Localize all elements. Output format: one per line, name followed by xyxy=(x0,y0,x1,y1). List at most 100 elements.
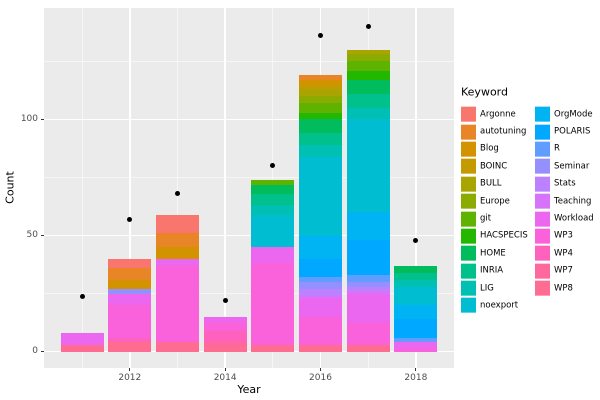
bar-segment-Seminar xyxy=(108,289,152,294)
legend-key-swatch xyxy=(461,141,476,157)
bar-segment-R xyxy=(394,337,438,343)
legend-key-swatch xyxy=(461,176,476,192)
bar-segment-Workload xyxy=(394,342,438,350)
count-point xyxy=(79,293,85,299)
legend-key-swatch xyxy=(461,159,476,175)
y-tick-label: 0 xyxy=(32,346,38,357)
bar-segment-Teaching xyxy=(346,291,390,294)
bar-segment-Workload xyxy=(251,247,295,264)
legend-key-swatch xyxy=(461,211,476,227)
bar-segment-Workload xyxy=(203,316,247,322)
legend-column: Argonne autotuning Blog BOINC BULL Europe git H… xyxy=(461,106,532,315)
bar-segment-WP4 xyxy=(203,330,247,343)
legend-key-swatch xyxy=(461,106,476,122)
bar-segment-git xyxy=(299,103,342,113)
bar-segment-autotuning xyxy=(299,75,342,80)
legend-item-label: Stats xyxy=(554,178,576,189)
legend-item: autotuning xyxy=(461,123,532,140)
bar-segment-Seminar xyxy=(346,282,390,287)
bar-segment-git xyxy=(251,179,295,185)
x-minor-gridline xyxy=(81,8,83,368)
plot-panel xyxy=(44,8,454,368)
legend-item-label: POLARIS xyxy=(554,126,591,137)
legend-key-swatch xyxy=(535,280,550,296)
bar-segment-noexport xyxy=(299,156,342,236)
legend-item: WP7 xyxy=(535,262,594,279)
y-major-gridline xyxy=(44,118,454,121)
x-tick-label: 2012 xyxy=(118,373,142,383)
legend-key-swatch xyxy=(461,245,476,261)
legend-key-swatch xyxy=(535,228,550,244)
y-minor-gridline xyxy=(44,60,454,62)
legend-key-swatch xyxy=(535,124,550,140)
bar-segment-WP3 xyxy=(394,349,438,352)
bar-segment-WP3 xyxy=(251,263,295,345)
legend-item: git xyxy=(461,210,532,227)
legend-key-swatch xyxy=(535,193,550,209)
bar-segment-WP3 xyxy=(108,305,152,338)
bar-segment-INRIA xyxy=(251,193,295,206)
bar-segment-WP8 xyxy=(299,344,342,352)
legend-item: POLARIS xyxy=(535,123,594,140)
x-axis-tick xyxy=(224,368,226,371)
bar-segment-HOME xyxy=(394,265,438,273)
y-minor-gridline xyxy=(44,293,454,295)
bar-segment-LIG xyxy=(394,279,438,287)
bar-segment-WP8 xyxy=(60,344,104,352)
legend-item-label: autotuning xyxy=(480,126,527,137)
bar-segment-Stats xyxy=(346,286,390,292)
x-major-gridline xyxy=(415,8,417,368)
legend-item-label: Europe xyxy=(480,196,510,207)
y-major-gridline xyxy=(44,350,454,353)
bar-segment-autotuning xyxy=(108,268,152,280)
y-tick-label: 50 xyxy=(26,230,38,241)
legend-item-label: WP4 xyxy=(554,248,573,259)
bar-segment-OrgMode xyxy=(299,235,342,259)
legend-item-label: Workload xyxy=(554,213,594,224)
legend-key-swatch xyxy=(535,176,550,192)
legend-item: Blog xyxy=(461,140,532,157)
x-axis-title: Year xyxy=(237,383,261,396)
bar-segment-POLARIS xyxy=(394,319,438,338)
bar-segment-HACSPECIS xyxy=(346,70,390,80)
legend-item: Europe xyxy=(461,193,532,210)
bar-segment-Argonne xyxy=(108,258,152,269)
bar-segment-WP3 xyxy=(203,321,247,331)
legend-item-label: WP7 xyxy=(554,265,573,276)
bar-segment-Workload xyxy=(156,258,199,266)
legend-item-label: LIG xyxy=(480,283,494,294)
y-axis-tick xyxy=(41,351,44,353)
bar-segment-WP3 xyxy=(346,321,390,345)
legend-item-label: Teaching xyxy=(554,196,592,207)
legend-key-swatch xyxy=(535,159,550,175)
bar-segment-HOME xyxy=(251,184,295,194)
legend-item: BULL xyxy=(461,175,532,192)
count-point xyxy=(318,33,323,39)
legend-item: HACSPECIS xyxy=(461,227,532,244)
bar-segment-Blog xyxy=(108,279,152,290)
bar-segment-Workload xyxy=(299,298,342,317)
legend-item-label: WP3 xyxy=(554,231,573,242)
bar-segment-WP3 xyxy=(299,316,342,345)
bar-segment-R xyxy=(299,277,342,283)
legend-item: INRIA xyxy=(461,262,532,279)
legend-item-label: Blog xyxy=(480,144,499,155)
legend-item: HOME xyxy=(461,245,532,262)
bar-segment-R xyxy=(346,275,390,283)
bar-segment-WP8 xyxy=(251,344,295,352)
y-axis-title: Count xyxy=(3,171,17,204)
legend-title: Keyword xyxy=(461,85,508,99)
bar-segment-INRIA xyxy=(299,133,342,146)
legend-item-label: Argonne xyxy=(480,109,516,120)
legend-key-swatch xyxy=(461,298,476,314)
bar-segment-Stats xyxy=(299,289,342,296)
count-point xyxy=(413,237,419,243)
x-axis-tick xyxy=(415,368,417,371)
legend-item-label: R xyxy=(554,144,560,155)
legend-item-label: Seminar xyxy=(554,161,590,172)
legend-key-swatch xyxy=(461,124,476,140)
count-point xyxy=(365,24,371,30)
bar-segment-BULL xyxy=(346,49,390,55)
bar-segment-autotuning xyxy=(156,233,199,248)
x-tick-label: 2014 xyxy=(213,373,237,383)
